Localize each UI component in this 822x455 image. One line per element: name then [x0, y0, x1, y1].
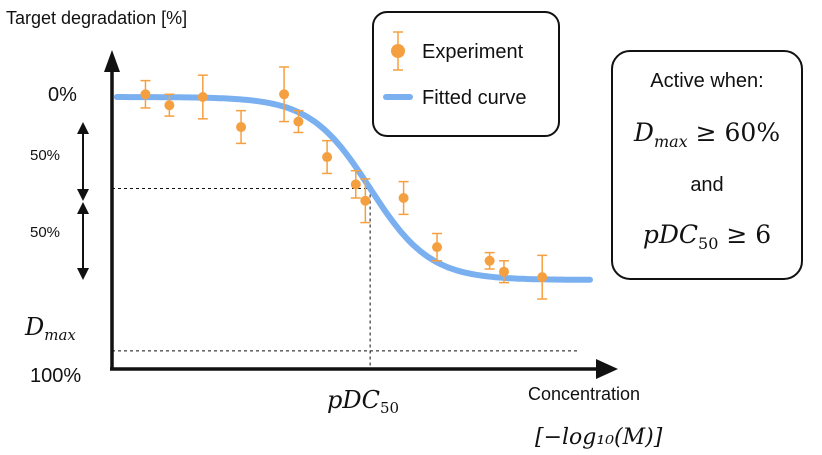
- experiment-marker: [293, 116, 304, 127]
- y-tick-top: 0%: [48, 84, 77, 106]
- experiment-point: [398, 180, 409, 216]
- legend-entry-experiment: Experiment: [391, 31, 524, 71]
- dmax-label: Dmax: [24, 313, 76, 344]
- legend-box: [372, 11, 560, 137]
- y-tick-bottom: 100%: [30, 365, 81, 387]
- experiment-point: [350, 169, 361, 199]
- experiment-marker: [164, 100, 175, 111]
- experiment-marker: [432, 242, 443, 253]
- experiment-marker: [498, 266, 509, 277]
- experiment-point: [279, 66, 290, 123]
- guide-lines: [112, 187, 578, 370]
- criteria-title: Active when:: [650, 70, 763, 92]
- experiment-marker: [279, 89, 290, 100]
- experiment-marker: [236, 122, 247, 133]
- experiment-marker: [197, 92, 208, 102]
- experiment-point: [140, 79, 151, 109]
- experiment-point: [432, 232, 443, 262]
- x-axis-label: Concentration: [528, 384, 640, 404]
- experiment-marker: [537, 272, 548, 283]
- legend-entry-fitted: Fitted curve: [383, 87, 526, 109]
- half-range-upper-arrow: [77, 122, 89, 201]
- experiment-marker: [322, 152, 333, 163]
- experiment-point: [293, 109, 304, 134]
- experiment-point: [164, 93, 175, 117]
- criteria-frame: [611, 50, 803, 280]
- experiment-marker: [484, 255, 495, 266]
- experiment-point: [197, 74, 208, 120]
- experiment-marker: [350, 179, 361, 190]
- experiment-point: [484, 251, 495, 270]
- x-axis-unit: [−log₁₀(M)]: [535, 425, 663, 450]
- experiment-marker: [360, 195, 371, 206]
- criteria-joiner: and: [690, 174, 723, 196]
- legend-experiment-marker: [391, 44, 405, 58]
- criteria-condition-dmax: Dmax ≥ 60%: [633, 118, 780, 151]
- experiment-marker: [140, 89, 151, 100]
- experiment-point: [498, 260, 509, 284]
- fitted-curve: [113, 94, 593, 283]
- y-axis-label: Target degradation [%]: [6, 8, 187, 28]
- half-range-lower-label: 50%: [30, 224, 60, 241]
- experiment-marker: [398, 193, 409, 204]
- legend-fitted-label: Fitted curve: [422, 87, 526, 109]
- criteria-condition-pdc50: pDC50 ≥ 6: [643, 220, 771, 253]
- legend: Experiment Fitted curve: [372, 11, 560, 137]
- experiment-point: [537, 254, 548, 300]
- y-axis-arrow: [104, 50, 120, 72]
- pdc50-label: pDC50: [327, 386, 399, 417]
- half-range-upper-label: 50%: [30, 147, 60, 164]
- experiment-point: [236, 109, 247, 145]
- experiment-point: [360, 178, 371, 224]
- experiment-points: [140, 66, 548, 300]
- x-axis-arrow: [596, 359, 618, 379]
- legend-experiment-label: Experiment: [422, 41, 524, 63]
- criteria-box: Active when: Dmax ≥ 60% and pDC50 ≥ 6: [611, 50, 803, 280]
- half-range-lower-arrow: [77, 202, 89, 280]
- experiment-point: [322, 139, 333, 175]
